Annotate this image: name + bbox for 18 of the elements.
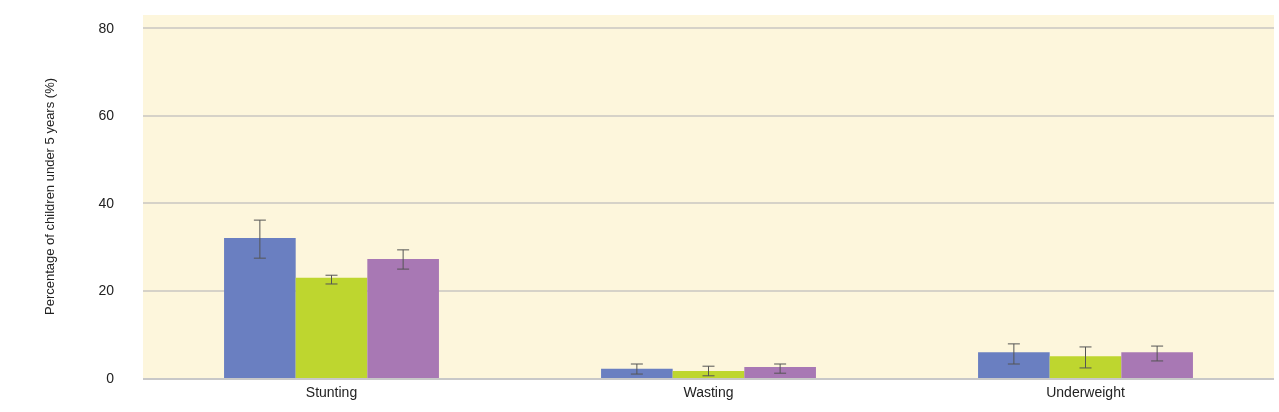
bar xyxy=(224,238,296,378)
bar xyxy=(744,367,816,378)
y-tick-label: 60 xyxy=(98,107,115,124)
x-tick-label: Underweight xyxy=(1046,383,1125,400)
bar xyxy=(978,352,1050,378)
y-tick-label: 0 xyxy=(106,369,115,386)
y-tick-label: 20 xyxy=(98,282,115,299)
bar xyxy=(1121,352,1193,378)
x-tick-label: Wasting xyxy=(683,383,734,400)
y-tick-label: 40 xyxy=(98,194,115,211)
bar xyxy=(295,277,368,378)
bar xyxy=(1049,356,1122,378)
bar xyxy=(601,368,673,378)
x-tick-label: Stunting xyxy=(305,383,358,400)
y-tick-label: 80 xyxy=(98,20,115,37)
bar xyxy=(367,259,439,378)
bar xyxy=(672,371,745,378)
y-axis-title: Percentage of children under 5 years (%) xyxy=(42,77,58,316)
